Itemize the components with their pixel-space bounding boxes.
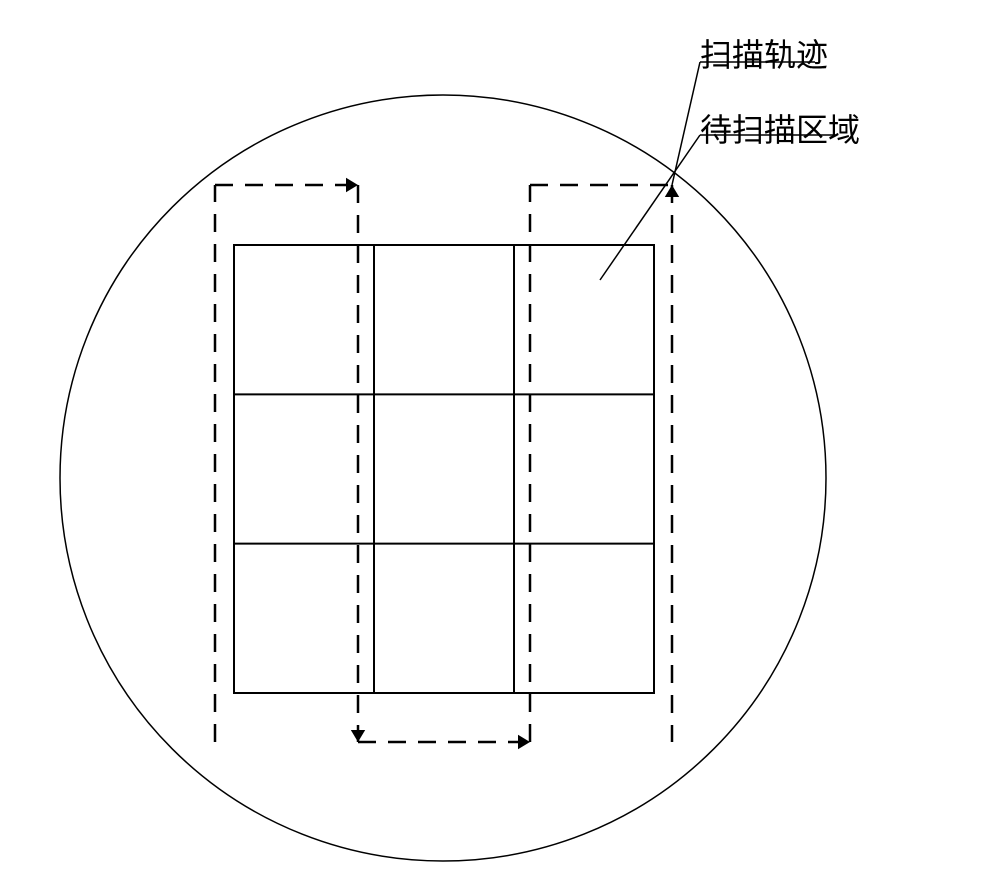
label-scan-trajectory: 扫描轨迹 [700, 30, 828, 76]
label-scan-area: 待扫描区域 [700, 105, 860, 151]
